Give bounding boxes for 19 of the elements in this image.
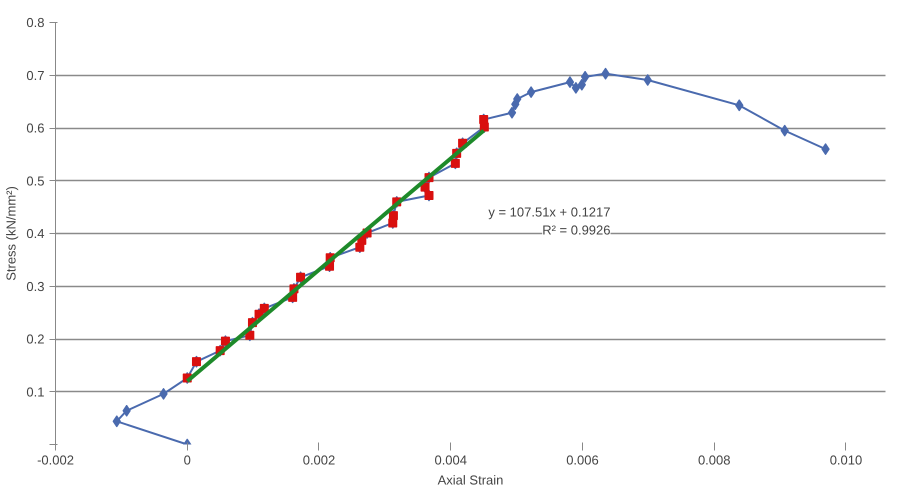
y-tick-label: 0.1 — [26, 384, 45, 400]
x-tick-label: 0 — [184, 452, 191, 468]
x-tick-label: 0.002 — [302, 452, 336, 468]
y-tick-label: 0.4 — [26, 226, 45, 241]
annotation: R² = 0.9926 — [542, 222, 610, 238]
y-tick-label: 0.7 — [26, 68, 45, 83]
y-tick-label: 0.5 — [26, 173, 45, 188]
y-tick-label: 0.2 — [26, 332, 45, 346]
x-tick-label: 0.008 — [698, 452, 731, 468]
annotation: y = 107.51x + 0.1217 — [488, 204, 610, 220]
y-axis-title: Stress (kN/mm²) — [3, 186, 18, 281]
y-tick-label: 0.3 — [26, 278, 45, 294]
x-tick-label: 0.010 — [830, 452, 862, 468]
y-tick-label: 0.6 — [26, 120, 45, 136]
y-tick-label: 0.8 — [26, 15, 45, 30]
x-axis-title: Axial Strain — [438, 472, 504, 488]
x-tick-label: 0.004 — [434, 452, 468, 468]
x-tick-label: -0.002 — [37, 452, 74, 468]
x-tick-label: 0.006 — [566, 452, 599, 468]
